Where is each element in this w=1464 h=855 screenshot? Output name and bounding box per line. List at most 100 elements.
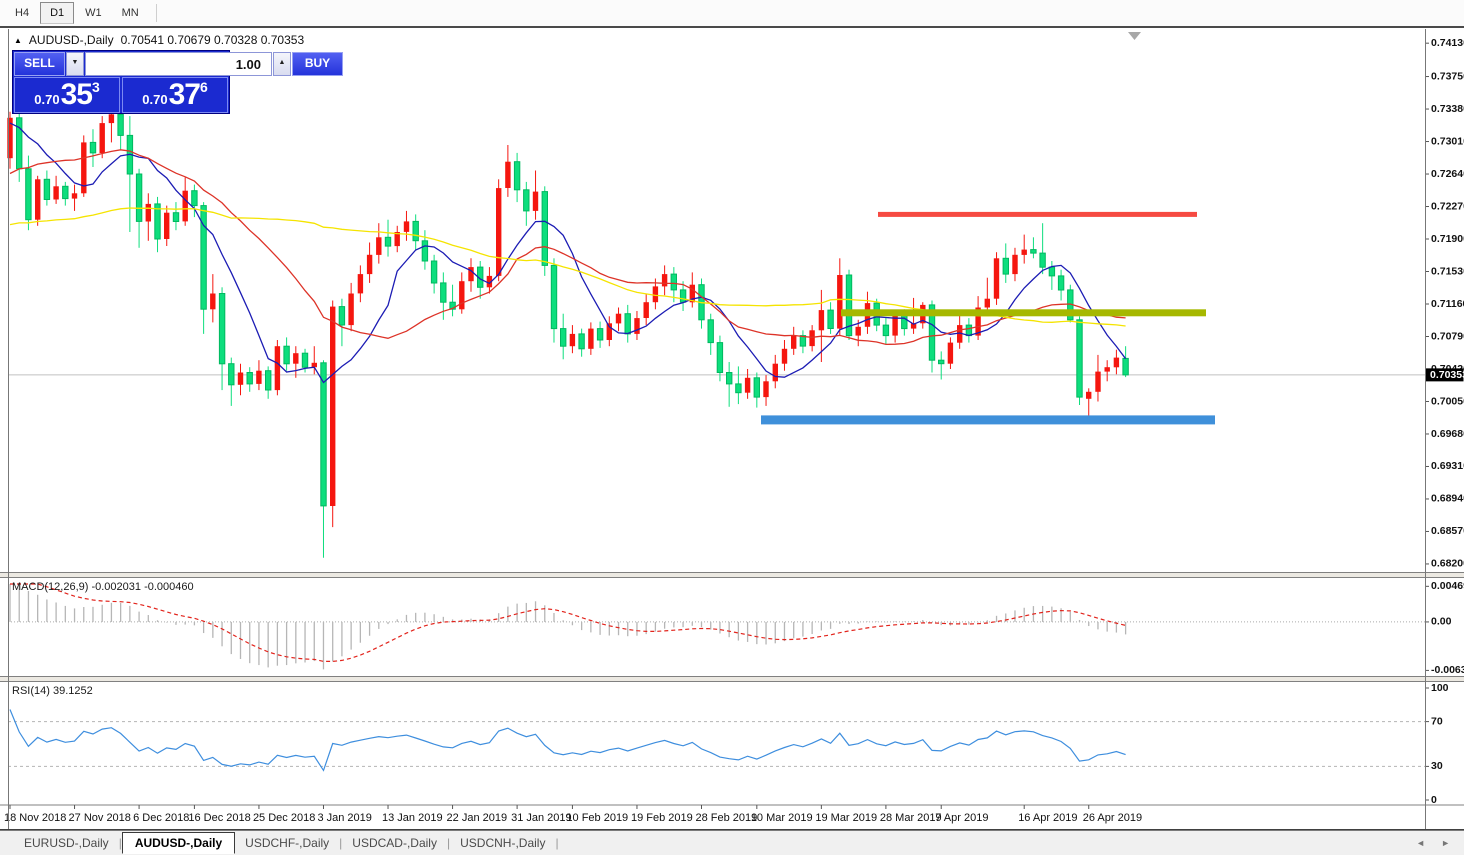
bear-candle	[624, 313, 631, 335]
bear-candle	[117, 113, 124, 136]
buy-price-prefix: 0.70	[142, 92, 168, 107]
pane-splitter[interactable]	[0, 676, 1464, 682]
bull-candle	[791, 335, 797, 349]
date-axis-label: 6 Dec 2018	[133, 812, 189, 824]
buy-price-button[interactable]: 0.70 37 6	[122, 77, 228, 113]
bear-candle	[440, 282, 447, 303]
bear-candle	[191, 190, 198, 207]
symbol-tab-usdcnh[interactable]: USDCNH-,Daily	[460, 836, 546, 850]
bear-candle	[1039, 252, 1046, 268]
bull-candle	[1113, 357, 1120, 368]
pivot-ray-olive[interactable]	[841, 309, 1206, 317]
support-ray-blue[interactable]	[761, 415, 1215, 425]
sell-price-button[interactable]: 0.70 35 3	[14, 77, 120, 113]
volume-decrease-icon[interactable]: ▼	[66, 52, 84, 76]
sell-button[interactable]: SELL	[14, 52, 65, 76]
date-axis-label: 3 Jan 2019	[317, 812, 371, 824]
bull-candle	[744, 377, 751, 393]
bear-candle	[218, 293, 226, 365]
rsi-line	[9, 709, 1126, 772]
period-tab-mn[interactable]: MN	[121, 7, 139, 19]
symbol-tab-usdcad[interactable]: USDCAD-,Daily	[352, 836, 437, 850]
symbol-tab-list: EURUSD-,Daily | AUDUSD-,Daily USDCHF-,Daily…	[0, 831, 559, 855]
macd-axis-label: 0.00	[1431, 616, 1452, 628]
resistance-ray-red[interactable]	[878, 211, 1197, 217]
sell-price-prefix: 0.70	[34, 92, 60, 107]
bear-candle	[938, 359, 945, 365]
tab-divider: |	[446, 836, 451, 850]
bull-candle	[182, 190, 188, 222]
buy-price-big-digits: 37	[168, 78, 201, 111]
volume-input[interactable]	[85, 52, 272, 76]
bull-candle	[403, 221, 410, 232]
bull-candle	[468, 267, 474, 282]
bear-candle	[541, 191, 548, 266]
collapse-panel-icon[interactable]: ▲	[14, 35, 22, 45]
bear-candle	[412, 220, 419, 242]
bull-candle	[532, 191, 539, 211]
bull-candle	[293, 353, 299, 364]
bear-candle	[320, 362, 327, 507]
date-axis-label: 19 Feb 2019	[631, 812, 693, 824]
bull-candle	[837, 275, 843, 329]
chart-title: ▲ AUDUSD-,Daily 0.70541 0.70679 0.70328 …	[14, 33, 304, 47]
bear-candle	[513, 161, 521, 191]
tab-scroll-right-icon[interactable]: ►	[1441, 838, 1450, 848]
rsi-indicator-label: RSI(14) 39.1252	[12, 685, 93, 697]
bear-candle	[827, 309, 834, 330]
date-axis-label: 18 Nov 2018	[4, 812, 66, 824]
buy-price-pip-digit: 6	[199, 79, 208, 95]
sell-price-big-digits: 35	[60, 78, 93, 111]
bear-candle	[523, 189, 530, 212]
candles-layer[interactable]	[7, 106, 1129, 558]
period-tab-d1[interactable]: D1	[40, 2, 75, 24]
bull-candle	[606, 323, 612, 340]
bear-candle	[384, 236, 392, 247]
symbol-tab-eurusd[interactable]: EURUSD-,Daily	[24, 836, 109, 850]
bull-candle	[1012, 254, 1018, 275]
bull-candle	[1104, 367, 1110, 372]
date-axis-label: 28 Feb 2019	[696, 812, 758, 824]
bull-candle	[892, 315, 898, 336]
bull-candle	[1086, 391, 1092, 399]
ma-fast-line	[9, 122, 1127, 384]
period-tab-w1[interactable]: W1	[85, 7, 102, 19]
buy-button[interactable]: BUY	[292, 52, 343, 76]
macd-indicator-label: MACD(12,26,9) -0.002031 -0.000460	[12, 581, 194, 593]
bull-candle	[809, 330, 815, 347]
current-price-badge	[1425, 368, 1464, 382]
chart-symbol-label: AUDUSD-,Daily	[28, 33, 114, 47]
macd-axis-label: 0.004694	[1431, 580, 1464, 592]
bear-candle	[901, 314, 908, 330]
bull-candle	[910, 323, 917, 329]
pane-splitter[interactable]	[0, 572, 1464, 578]
macd-signal-line	[10, 583, 1126, 662]
bull-candle	[855, 326, 861, 336]
tab-scroll-left-icon[interactable]: ◄	[1416, 838, 1426, 848]
bear-candle	[882, 324, 890, 337]
scroll-to-end-marker-icon[interactable]	[1128, 32, 1141, 40]
bear-candle	[670, 273, 677, 291]
date-axis-label: 10 Feb 2019	[566, 812, 628, 824]
date-axis-label: 22 Jan 2019	[447, 812, 508, 824]
bear-candle	[430, 260, 438, 284]
symbol-tab-usdchf[interactable]: USDCHF-,Daily	[245, 836, 330, 850]
period-bar: H4 D1 W1 MN	[0, 0, 1464, 28]
bull-candle	[975, 307, 981, 336]
bull-candle	[256, 370, 262, 384]
period-tab-h4[interactable]: H4	[15, 7, 30, 19]
volume-increase-icon[interactable]: ▲	[273, 52, 291, 76]
bull-candle	[376, 237, 382, 255]
symbol-tab-audusd[interactable]: AUDUSD-,Daily	[121, 832, 236, 854]
